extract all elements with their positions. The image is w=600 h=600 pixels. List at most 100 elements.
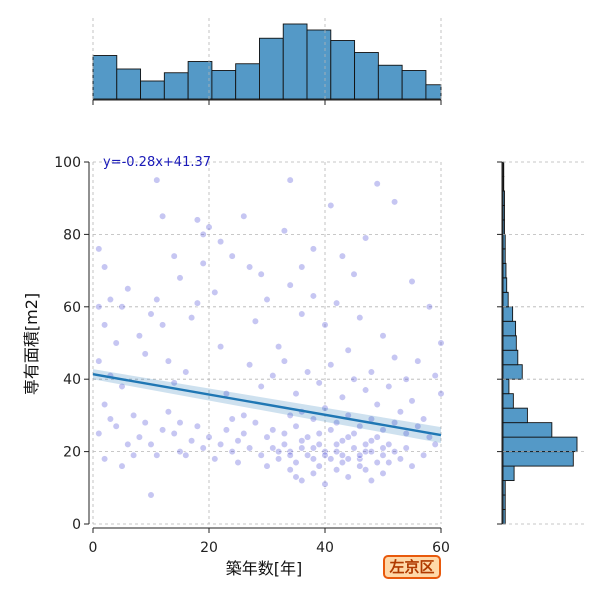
scatter-point bbox=[402, 429, 410, 438]
scatter-point bbox=[402, 375, 410, 383]
scatter-point bbox=[176, 448, 184, 456]
top-histogram-bar bbox=[330, 40, 356, 100]
right-histogram-bar bbox=[502, 176, 505, 192]
scatter-point bbox=[333, 299, 341, 307]
scatter-point bbox=[391, 448, 399, 456]
y-tick-label: 80 bbox=[63, 227, 81, 243]
scatter-point bbox=[414, 422, 422, 430]
scatter-point bbox=[124, 285, 132, 293]
scatter-point bbox=[100, 321, 109, 329]
scatter-point bbox=[176, 419, 184, 427]
scatter-point bbox=[141, 350, 149, 358]
scatter-point bbox=[327, 455, 335, 463]
scatter-point bbox=[425, 303, 434, 311]
scatter-point bbox=[350, 444, 358, 452]
scatter-point bbox=[396, 455, 405, 463]
scatter-point bbox=[431, 371, 439, 380]
scatter-point bbox=[130, 411, 138, 420]
scatter-point bbox=[257, 270, 265, 278]
tick-labels: 0 20 40 60 0 20 40 60 80 100 bbox=[54, 155, 450, 556]
scatter-point bbox=[263, 462, 271, 470]
scatter-point bbox=[391, 353, 399, 362]
scatter-point bbox=[100, 263, 109, 271]
right-histogram-bar bbox=[502, 277, 508, 293]
scatter-point bbox=[263, 295, 271, 304]
scatter-point bbox=[234, 437, 242, 445]
scatter-point bbox=[188, 314, 196, 322]
scatter-point bbox=[217, 238, 225, 246]
scatter-point bbox=[240, 212, 248, 220]
right-histogram-bar bbox=[502, 248, 506, 264]
scatter-point bbox=[333, 466, 341, 474]
scatter-point bbox=[344, 455, 352, 463]
scatter-point bbox=[118, 303, 126, 311]
scatter-point bbox=[379, 451, 387, 459]
right-histogram bbox=[502, 161, 578, 525]
top-histogram-axes bbox=[92, 18, 442, 105]
scatter-point bbox=[304, 433, 312, 441]
scatter-point bbox=[379, 332, 387, 340]
scatter-point bbox=[257, 382, 265, 391]
scatter-point bbox=[159, 321, 167, 329]
scatter-point bbox=[356, 314, 364, 322]
scatter-point bbox=[240, 429, 248, 438]
scatter-point bbox=[112, 422, 120, 430]
scatter-point bbox=[147, 440, 155, 448]
scatter-point bbox=[182, 451, 190, 459]
top-histogram-bar bbox=[282, 23, 308, 100]
right-histogram-bar bbox=[502, 480, 506, 496]
scatter-point bbox=[304, 451, 312, 459]
scatter-point bbox=[344, 346, 352, 354]
scatter-point bbox=[420, 415, 428, 423]
right-histogram-bar bbox=[502, 161, 505, 177]
scatter-point bbox=[205, 433, 213, 441]
scatter-point bbox=[356, 451, 364, 459]
scatter-point bbox=[408, 277, 416, 286]
scatter-point bbox=[338, 458, 347, 467]
scatter-point bbox=[373, 400, 381, 409]
right-histogram-bar bbox=[502, 407, 528, 424]
scatter-point bbox=[385, 458, 393, 467]
scatter-point bbox=[356, 462, 364, 470]
scatter-point bbox=[211, 288, 219, 296]
scatter-point bbox=[153, 451, 161, 459]
scatter-point bbox=[240, 411, 248, 420]
right-histogram-bar bbox=[502, 291, 509, 308]
scatter-point bbox=[170, 379, 178, 387]
right-histogram-bar bbox=[502, 320, 517, 337]
scatter-point bbox=[356, 455, 364, 463]
scatter-point bbox=[217, 343, 225, 351]
right-histogram-bar bbox=[502, 219, 505, 235]
scatter-point bbox=[182, 368, 190, 376]
top-histogram-bar bbox=[377, 64, 403, 100]
scatter-point bbox=[292, 458, 300, 467]
scatter-point bbox=[170, 429, 178, 438]
scatter-point bbox=[286, 466, 294, 474]
scatter-point bbox=[333, 419, 341, 427]
scatter-point bbox=[228, 252, 236, 260]
scatter-point bbox=[367, 437, 376, 445]
right-histogram-bar bbox=[502, 393, 514, 409]
x-axis-title: 築年数[年] bbox=[226, 559, 303, 578]
scatter-point bbox=[188, 437, 196, 445]
top-histogram-bar bbox=[425, 84, 442, 100]
scatter-point bbox=[286, 448, 294, 456]
scatter-point bbox=[350, 375, 358, 383]
scatter-point bbox=[362, 448, 370, 456]
scatter-point bbox=[106, 295, 114, 304]
scatter-point bbox=[338, 437, 347, 445]
scatter-point bbox=[95, 429, 103, 438]
top-histogram-bar bbox=[116, 68, 142, 100]
scatter-point bbox=[321, 404, 329, 412]
regression-line bbox=[92, 373, 442, 437]
scatter-point bbox=[373, 458, 381, 467]
scatter-point bbox=[164, 357, 172, 365]
right-histogram-bar bbox=[502, 509, 506, 525]
scatter-point bbox=[292, 422, 300, 430]
top-histogram-bar bbox=[235, 63, 260, 100]
scatter-point bbox=[373, 433, 381, 441]
scatter-point bbox=[159, 426, 167, 434]
scatter-point bbox=[193, 422, 201, 430]
scatter-point bbox=[379, 426, 387, 434]
